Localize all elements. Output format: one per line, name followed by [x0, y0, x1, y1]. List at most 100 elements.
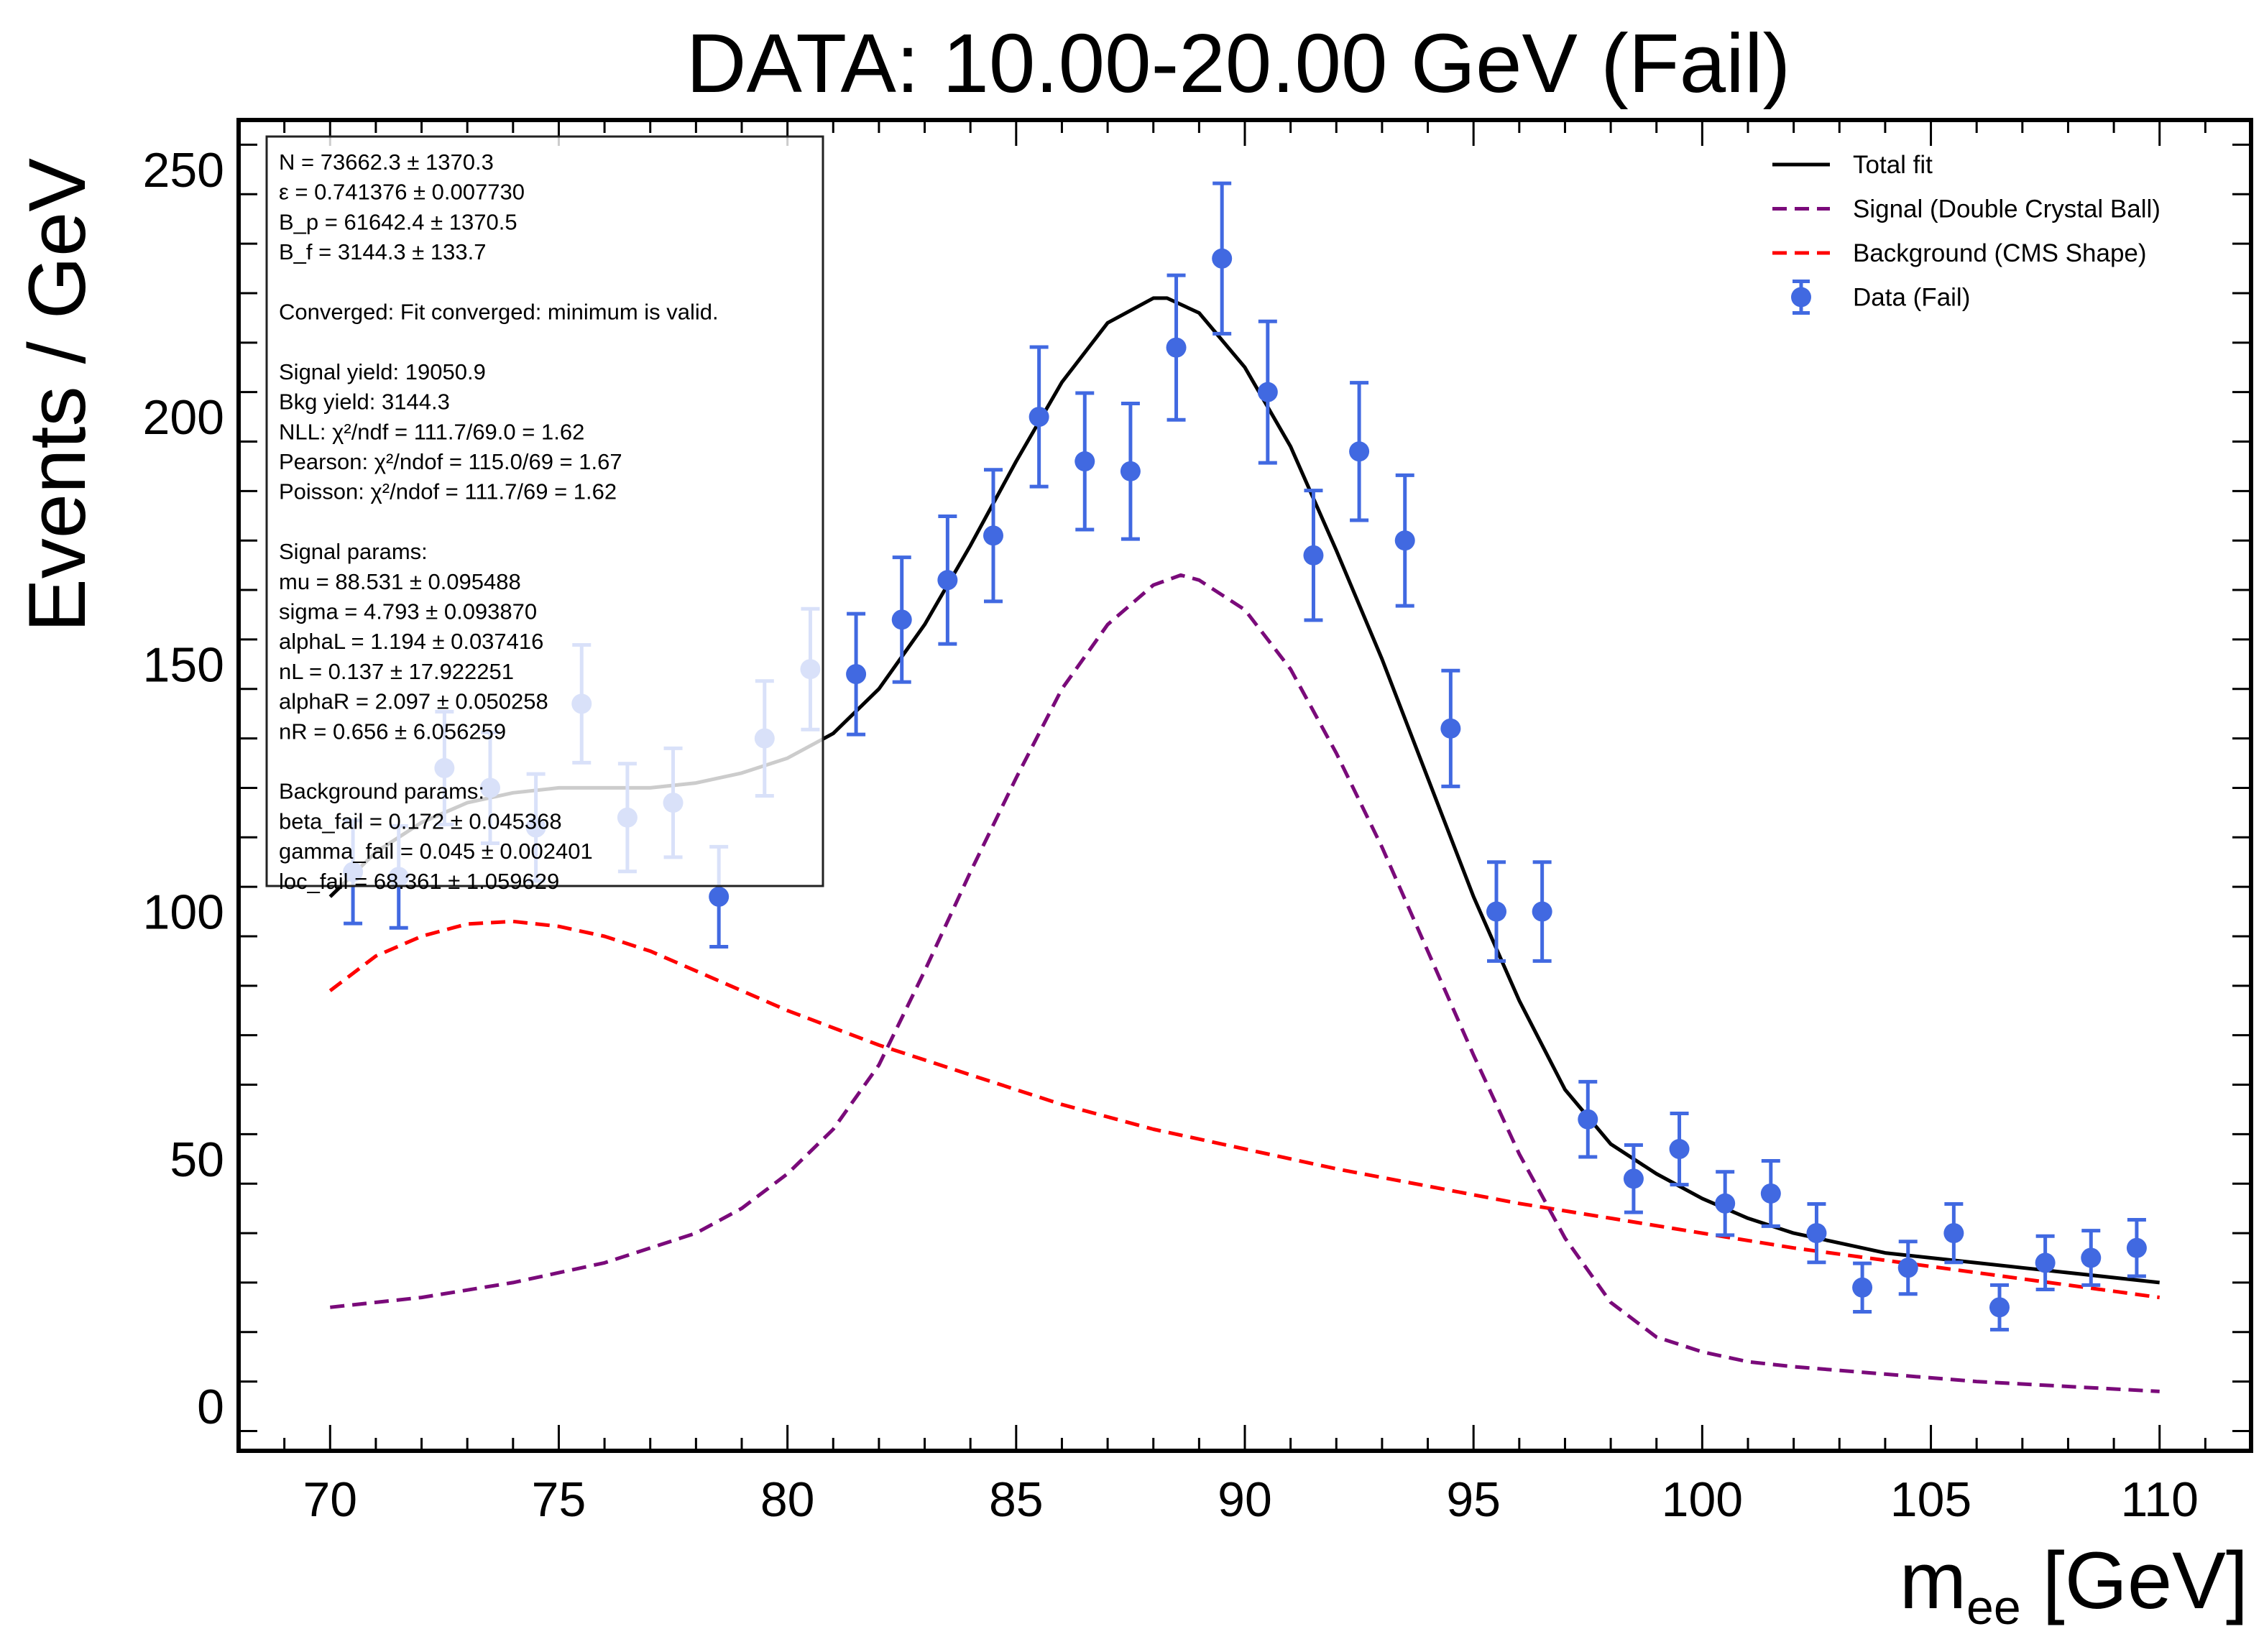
x-axis-label: mee [GeV] [1900, 1536, 2248, 1635]
data-point-group [891, 555, 912, 684]
data-point [1852, 1277, 1873, 1298]
data-point [2081, 1247, 2102, 1268]
x-tick-labels: 70 75 80 85 90 95 100 105 110 [303, 1472, 2198, 1527]
data-point-group [1257, 319, 1278, 465]
x-tick-label: 95 [1446, 1472, 1501, 1527]
stats-line: alphaL = 1.194 ± 0.037416 [279, 629, 543, 654]
stats-line: Background params: [279, 779, 484, 804]
y-tick-labels: 0 50 100 150 200 250 [143, 143, 224, 1434]
data-point [1029, 407, 1049, 428]
fit-stats-box: N = 73662.3 ± 1370.3 ε = 0.741376 ± 0.007… [265, 135, 824, 894]
data-point-group [1669, 1111, 1690, 1187]
data-point-group [1486, 860, 1506, 963]
stats-line: sigma = 4.793 ± 0.093870 [279, 599, 537, 624]
stats-line: alphaR = 2.097 ± 0.050258 [279, 689, 548, 714]
data-point [1623, 1168, 1644, 1189]
x-tick-label: 90 [1218, 1472, 1272, 1527]
data-point-group [1303, 489, 1324, 622]
series-line [328, 919, 2161, 1300]
data-point [2126, 1237, 2147, 1258]
y-tick-label: 200 [143, 390, 224, 445]
stats-line: B_f = 3144.3 ± 133.7 [279, 239, 487, 264]
data-point [1897, 1258, 1918, 1278]
data-point [1349, 441, 1370, 462]
data-point-group [2081, 1229, 2102, 1287]
legend-label: Signal (Double Crystal Ball) [1853, 195, 2161, 223]
data-point-group [1394, 473, 1415, 608]
stats-line: ε = 0.741376 ± 0.007730 [279, 180, 525, 205]
legend-label: Background (CMS Shape) [1853, 239, 2147, 267]
data-point [1257, 382, 1278, 402]
stats-line: Signal params: [279, 539, 428, 564]
data-point-group [1029, 345, 1049, 489]
data-point-group [2126, 1217, 2147, 1278]
stats-line: beta_fail = 0.172 ± 0.045368 [279, 808, 562, 834]
stats-box-frame [265, 135, 824, 887]
y-tick-label: 0 [197, 1380, 224, 1434]
x-tick-label: 100 [1662, 1472, 1743, 1527]
data-point [1669, 1139, 1690, 1160]
stats-line: Pearson: χ²/ndof = 115.0/69 = 1.67 [279, 449, 622, 474]
y-tick-label: 50 [170, 1132, 224, 1187]
legend-label: Total fit [1853, 151, 1933, 179]
data-point-group [1623, 1143, 1644, 1214]
legend-swatch-marker [1791, 287, 1811, 308]
data-point-group [1212, 181, 1233, 336]
data-point [846, 664, 867, 685]
x-tick-label: 85 [989, 1472, 1044, 1527]
data-point [1120, 461, 1141, 481]
stats-line: loc_fail = 68.361 ± 1.059629 [279, 869, 559, 894]
data-point [2035, 1252, 2056, 1273]
stats-line: nL = 0.137 ± 17.922251 [279, 659, 514, 684]
stats-line: gamma_fail = 0.045 ± 0.002401 [279, 839, 593, 864]
data-point [1075, 451, 1095, 472]
x-axis-label-main: m [1900, 1536, 1966, 1625]
axis-ticks [237, 120, 2253, 1451]
data-point-group [1349, 381, 1370, 522]
data-point [1212, 248, 1233, 269]
data-point [1760, 1183, 1781, 1204]
stats-line: mu = 88.531 ± 0.095488 [279, 569, 521, 594]
data-point-group [1943, 1201, 1964, 1265]
series-line [330, 573, 2160, 1393]
stats-line: NLL: χ²/ndf = 111.7/69.0 = 1.62 [279, 419, 584, 444]
x-tick-label: 80 [760, 1472, 815, 1527]
stats-line: Converged: Fit converged: minimum is val… [279, 300, 719, 325]
x-axis-label-sub: ee [1966, 1580, 2021, 1635]
data-point [1166, 337, 1187, 358]
stats-line: Signal yield: 19050.9 [279, 359, 486, 384]
data-point [1303, 545, 1324, 566]
legend-label: Data (Fail) [1853, 284, 1970, 312]
data-point-group [1852, 1261, 1873, 1314]
data-point [1486, 901, 1506, 922]
y-axis-label: Events / GeV [12, 158, 102, 632]
data-point-group [1989, 1283, 2010, 1332]
data-point [1943, 1223, 1964, 1244]
x-tick-label: 105 [1890, 1472, 1971, 1527]
data-point-group [846, 612, 867, 737]
y-tick-label: 100 [143, 885, 224, 940]
stats-line: nR = 0.656 ± 6.056259 [279, 719, 506, 744]
data-point [1440, 718, 1461, 739]
data-point-group [1166, 273, 1187, 422]
data-point-group [937, 514, 958, 646]
data-point-group [1897, 1240, 1918, 1296]
data-point-group [1760, 1159, 1781, 1228]
data-point [1715, 1193, 1736, 1214]
legend: Total fit Signal (Double Crystal Ball) Bac… [1772, 151, 2161, 315]
data-point-group [983, 468, 1003, 604]
plot-frame [236, 118, 2253, 1453]
data-point [891, 609, 912, 630]
data-point [1578, 1109, 1598, 1130]
data-point [1532, 901, 1552, 922]
x-tick-label: 70 [303, 1472, 357, 1527]
data-point-group [1075, 391, 1095, 532]
y-tick-label: 150 [143, 637, 224, 692]
data-point-group [1806, 1201, 1827, 1265]
data-point [983, 525, 1003, 546]
stats-line: N = 73662.3 ± 1370.3 [279, 149, 494, 175]
stats-line: Bkg yield: 3144.3 [279, 389, 450, 415]
data-point [1806, 1223, 1827, 1244]
data-point [709, 886, 730, 907]
